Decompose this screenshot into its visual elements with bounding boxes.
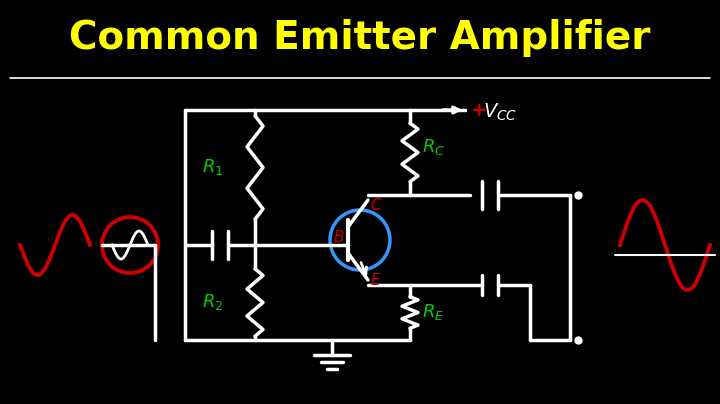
Text: $R_E$: $R_E$ bbox=[422, 302, 444, 322]
Text: $\mathbf{+}$: $\mathbf{+}$ bbox=[470, 101, 487, 120]
Text: $V_{CC}$: $V_{CC}$ bbox=[483, 101, 518, 123]
Text: $C$: $C$ bbox=[370, 197, 382, 213]
Text: $R_C$: $R_C$ bbox=[422, 137, 445, 157]
Text: $R_1$: $R_1$ bbox=[202, 157, 223, 177]
Text: $E$: $E$ bbox=[370, 272, 382, 288]
Text: Common Emitter Amplifier: Common Emitter Amplifier bbox=[69, 19, 651, 57]
Text: $B$: $B$ bbox=[333, 229, 345, 245]
Text: $R_2$: $R_2$ bbox=[202, 292, 223, 312]
